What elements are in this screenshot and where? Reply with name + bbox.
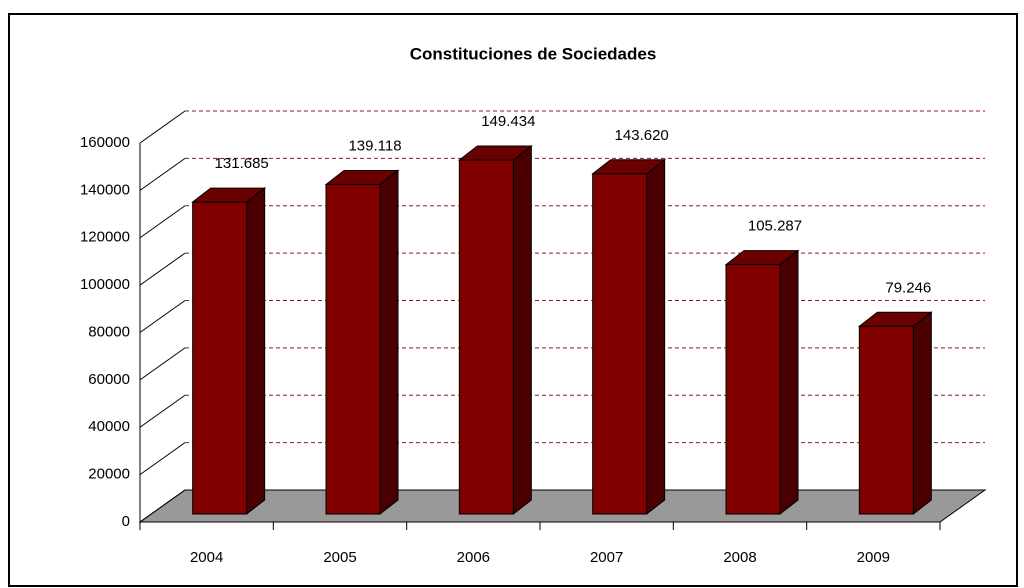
bar: [325, 183, 381, 515]
tick-mark: [139, 442, 186, 476]
y-tick-label: 100000: [80, 276, 130, 293]
bar: [592, 173, 648, 515]
bar-side: [379, 169, 399, 516]
x-tick-label: 2004: [190, 549, 223, 566]
data-label: 149.434: [481, 113, 535, 130]
x-tick-label: 2005: [323, 549, 356, 566]
bar-side: [912, 311, 932, 516]
bar-side: [512, 145, 532, 516]
x-tick-label: 2007: [590, 549, 623, 566]
y-tick-label: 140000: [80, 181, 130, 198]
x-tick-label: 2006: [457, 549, 490, 566]
y-tick-label: 20000: [88, 466, 130, 483]
y-tick-label: 80000: [88, 323, 130, 340]
bar: [458, 159, 514, 515]
x-tick-label: 2008: [723, 549, 756, 566]
data-label: 143.620: [615, 127, 669, 144]
y-tick-label: 160000: [80, 134, 130, 151]
y-tick-label: 120000: [80, 229, 130, 246]
tick-mark: [139, 300, 186, 333]
bar-side: [646, 158, 666, 516]
chart-title: Constituciones de Sociedades: [410, 44, 657, 63]
tick-mark: [139, 205, 186, 239]
tick-mark: [139, 394, 186, 428]
y-tick-label: 0: [122, 513, 130, 530]
data-label: 105.287: [748, 218, 802, 235]
bar: [725, 264, 781, 515]
y-tick-label: 40000: [88, 418, 130, 435]
bar: [192, 201, 248, 515]
data-label: 79.246: [885, 279, 931, 296]
data-label: 131.685: [215, 155, 269, 172]
tick-mark: [139, 489, 186, 523]
bar-side: [779, 249, 799, 516]
floor: [138, 489, 987, 523]
tick-mark: [139, 110, 186, 144]
tick-mark: [139, 157, 186, 191]
y-tick-label: 60000: [88, 371, 130, 388]
bar: [858, 325, 914, 515]
data-label: 139.118: [348, 137, 401, 154]
tick-mark: [139, 347, 186, 381]
bar-side: [246, 187, 266, 516]
tick-mark: [139, 252, 186, 286]
x-tick-label: 2009: [857, 549, 890, 566]
